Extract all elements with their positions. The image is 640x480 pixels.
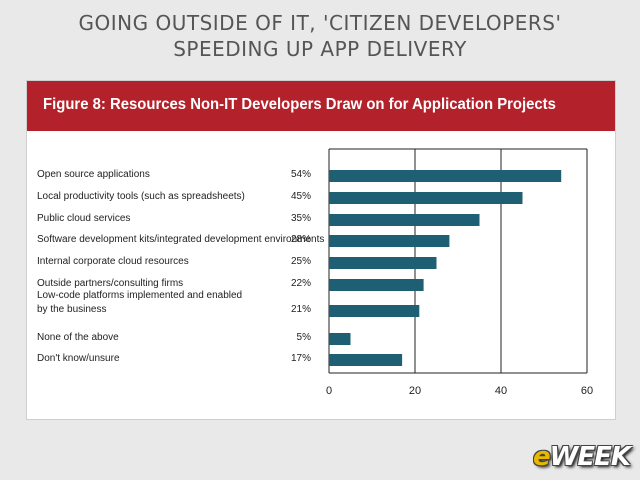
bar-chart: 0 20 40 60 <box>326 148 593 397</box>
category-label: Public cloud services <box>37 213 131 224</box>
category-label: Low-code platforms implemented and enabl… <box>37 290 243 301</box>
value-label: 21% <box>290 304 311 315</box>
slide-title-line-1: GOING OUTSIDE OF IT, 'CITIZEN DEVELOPERS… <box>78 11 562 35</box>
slide-title: GOING OUTSIDE OF IT, 'CITIZEN DEVELOPERS… <box>0 10 640 62</box>
x-tick-label: 0 <box>326 385 332 397</box>
value-label: 5% <box>296 332 311 343</box>
logo-e: e <box>533 442 551 472</box>
figure-panel: Figure 8: Resources Non-IT Developers Dr… <box>26 80 616 420</box>
value-label: 22% <box>290 278 311 289</box>
value-label: 28% <box>290 234 311 245</box>
bar <box>329 305 420 317</box>
value-label: 17% <box>290 353 311 364</box>
category-label: Software development kits/integrated dev… <box>37 234 325 245</box>
figure-header: Figure 8: Resources Non-IT Developers Dr… <box>27 81 615 131</box>
value-label: 54% <box>290 169 311 180</box>
slide-title-line-2: SPEEDING UP APP DELIVERY <box>173 37 467 61</box>
bar <box>329 257 437 269</box>
category-label: Open source applications <box>37 169 150 180</box>
bar <box>329 214 480 226</box>
eweek-logo: eWEEK <box>533 442 631 472</box>
bar <box>329 279 424 291</box>
logo-week: WEEK <box>549 442 631 472</box>
category-label: by the business <box>37 304 107 315</box>
category-label: Local productivity tools (such as spread… <box>37 191 245 202</box>
chart-title: Figure 8: Resources Non-IT Developers Dr… <box>43 96 556 113</box>
category-label: Internal corporate cloud resources <box>37 256 189 267</box>
bar <box>329 354 403 366</box>
x-tick-label: 40 <box>495 385 507 397</box>
category-label: Outside partners/consulting firms <box>37 278 184 289</box>
bar <box>329 333 351 345</box>
x-tick-label: 20 <box>409 385 421 397</box>
value-label: 25% <box>290 256 311 267</box>
bar <box>329 170 562 182</box>
bar <box>329 192 523 204</box>
category-label: None of the above <box>37 332 119 343</box>
value-label: 35% <box>290 213 311 224</box>
x-tick-label: 60 <box>581 385 593 397</box>
value-label: 45% <box>290 191 311 202</box>
category-label: Don't know/unsure <box>37 353 120 364</box>
bar <box>329 235 450 247</box>
